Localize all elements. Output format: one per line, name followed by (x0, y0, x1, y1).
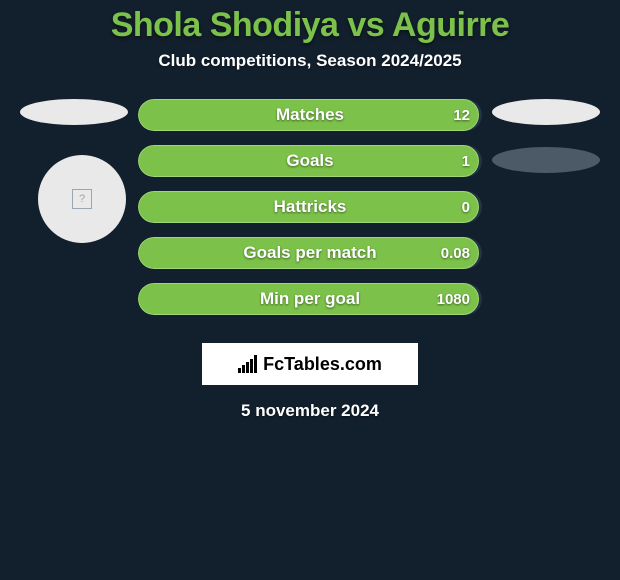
content-wrap: Shola Shodiya vs Aguirre Club competitio… (0, 0, 620, 580)
stat-value: 1 (462, 153, 470, 170)
stat-value: 12 (453, 107, 470, 124)
stat-value: 0 (462, 199, 470, 216)
stat-label: Min per goal (260, 289, 360, 309)
stat-label: Goals per match (243, 243, 376, 263)
right-team-ellipse-2 (492, 147, 600, 173)
brand-text: FcTables.com (263, 354, 382, 375)
stat-bar: Min per goal 1080 (138, 283, 482, 315)
stat-label: Matches (276, 105, 344, 125)
page-subtitle: Club competitions, Season 2024/2025 (0, 51, 620, 71)
stat-value: 0.08 (441, 245, 470, 262)
stats-column: Matches 12 Goals 1 Hattricks 0 Goals per match… (138, 99, 482, 315)
brand-badge: FcTables.com (202, 343, 418, 385)
left-column: ? (18, 99, 138, 315)
main-row: ? Matches 12 Goals 1 Hattricks 0 Goals per mat… (0, 99, 620, 315)
left-team-ellipse (20, 99, 128, 125)
stat-bar: Matches 12 (138, 99, 482, 131)
stat-value: 1080 (437, 291, 470, 308)
brand-bars-icon (238, 355, 257, 373)
page-title: Shola Shodiya vs Aguirre (0, 6, 620, 45)
avatar-unknown-icon: ? (72, 189, 92, 209)
avatar-glyph: ? (79, 193, 85, 205)
stat-bar: Hattricks 0 (138, 191, 482, 223)
stat-bar: Goals per match 0.08 (138, 237, 482, 269)
stat-bar: Goals 1 (138, 145, 482, 177)
player-avatar-placeholder: ? (38, 155, 126, 243)
stat-label: Hattricks (274, 197, 347, 217)
right-column (482, 99, 602, 315)
stat-label: Goals (286, 151, 333, 171)
footer-date: 5 november 2024 (0, 401, 620, 421)
right-team-ellipse-1 (492, 99, 600, 125)
